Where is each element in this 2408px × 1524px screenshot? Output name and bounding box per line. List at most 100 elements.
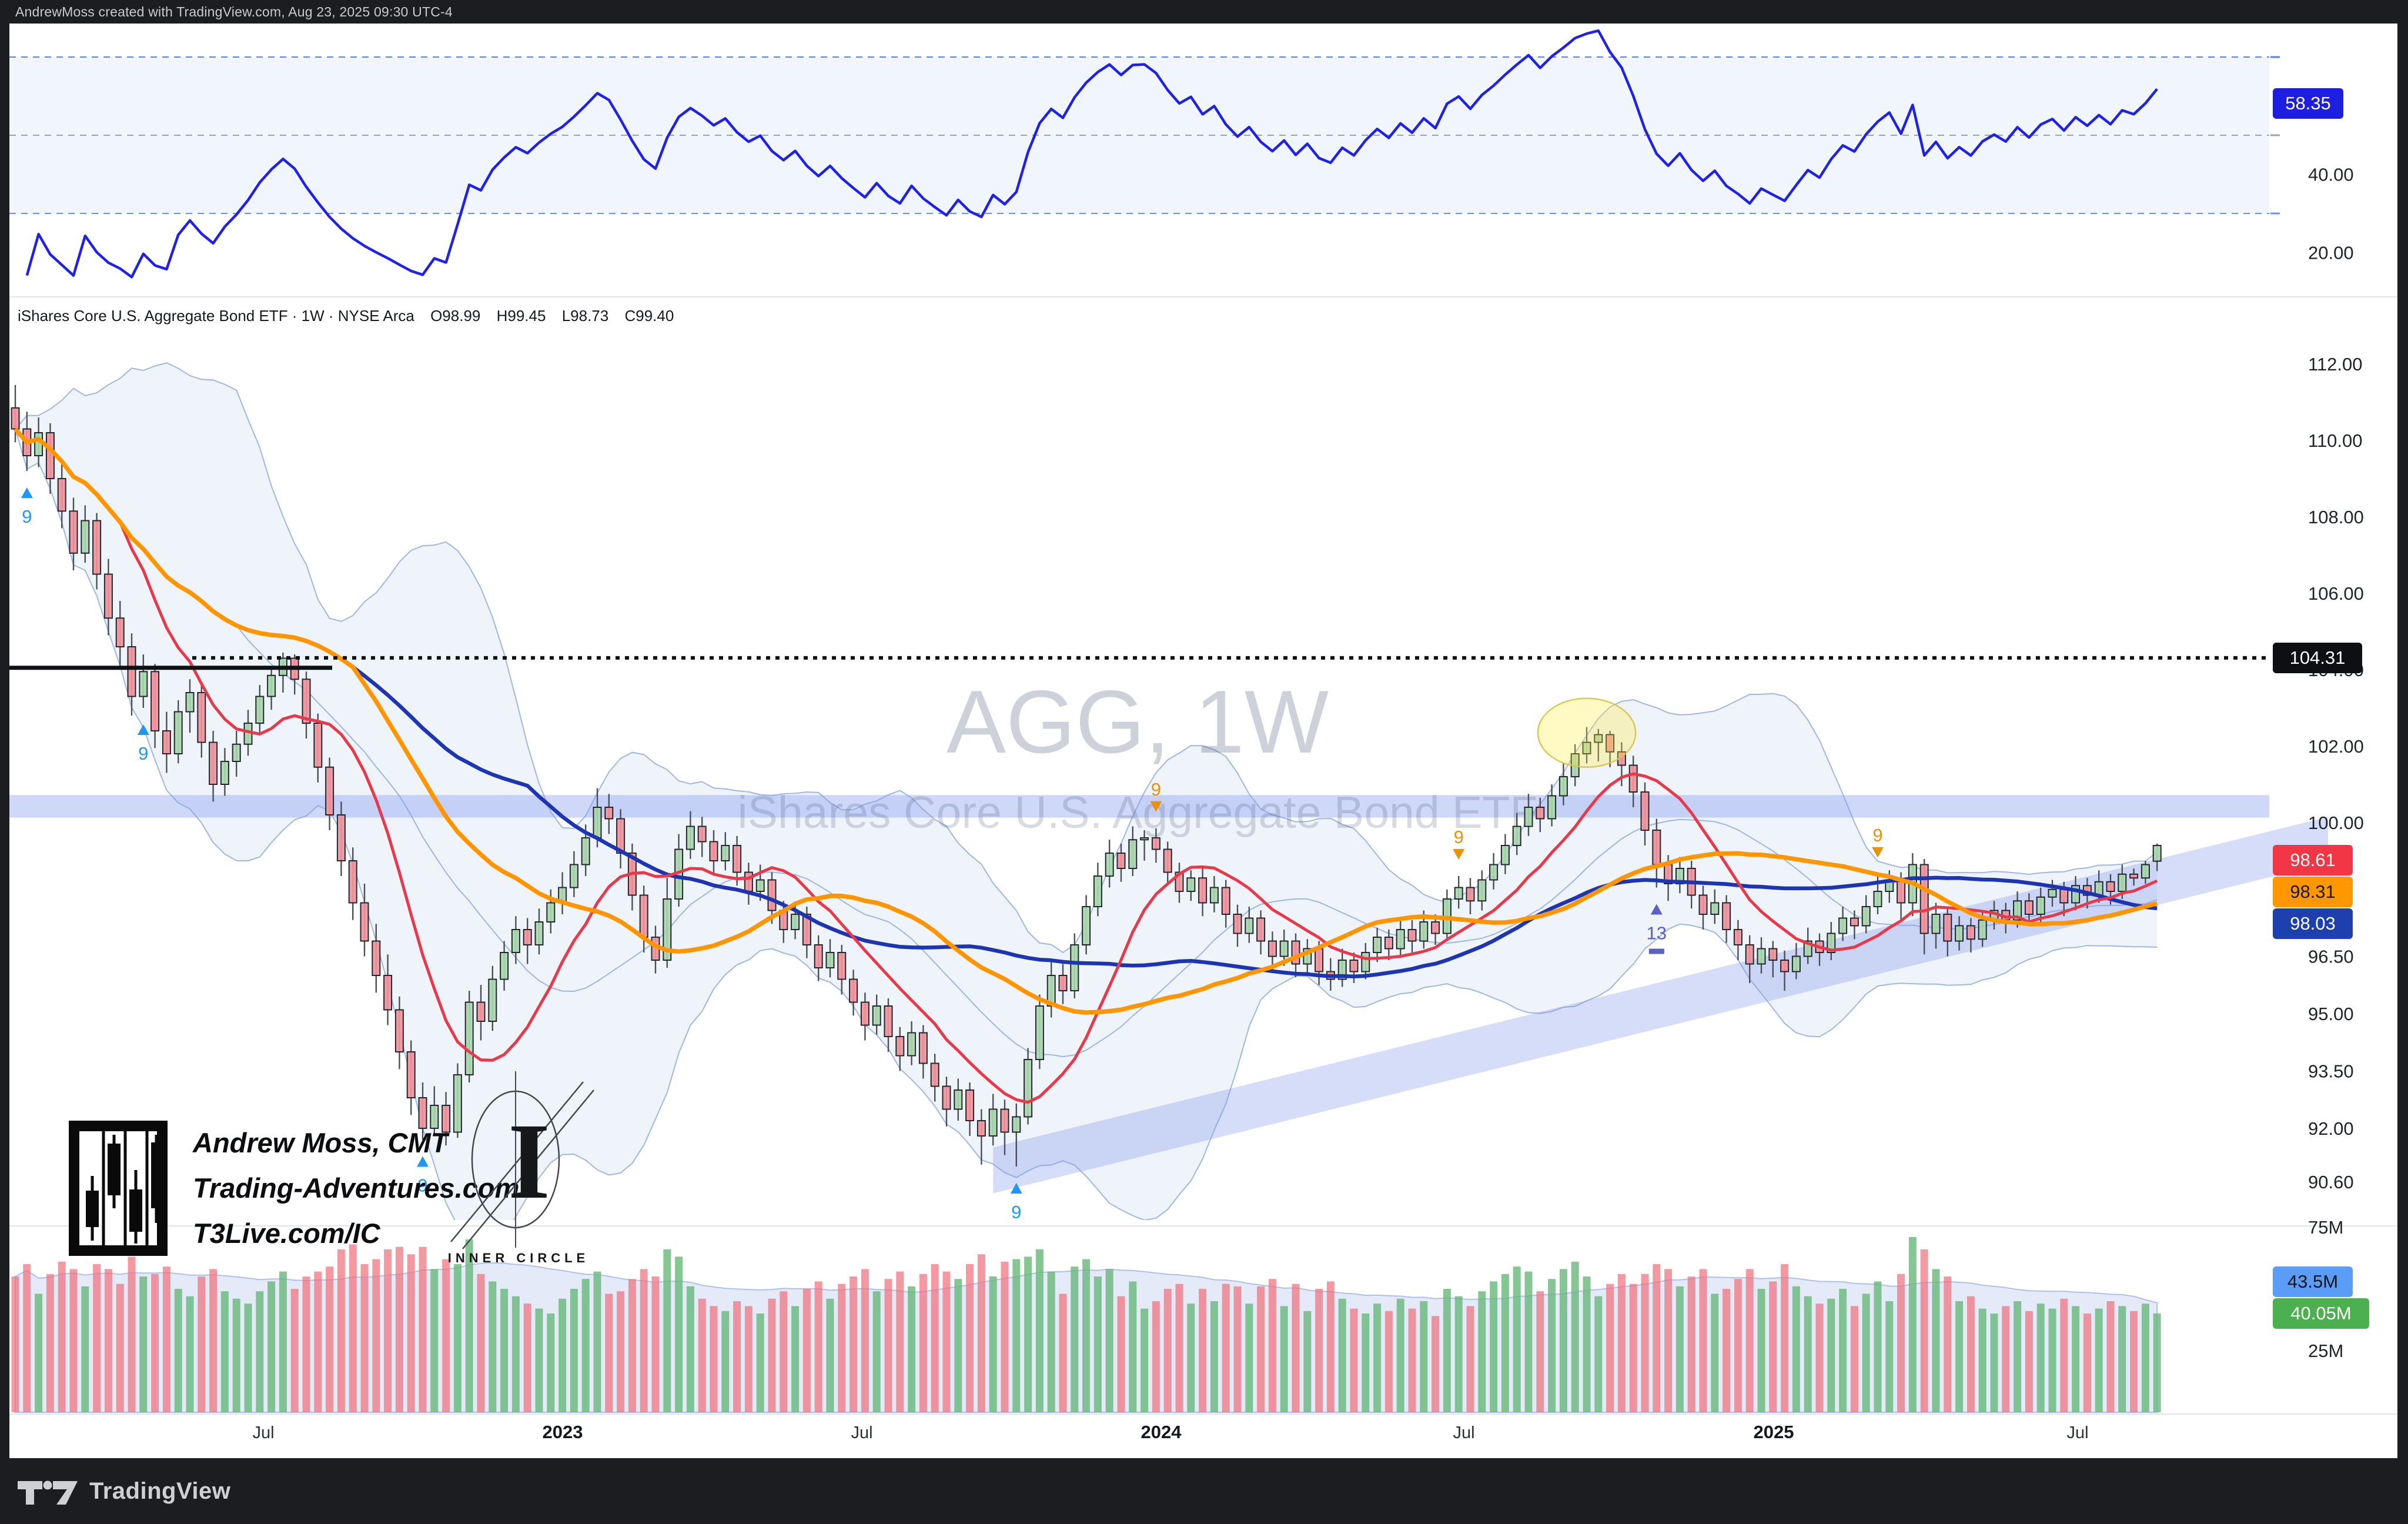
volume-bar xyxy=(2048,1308,2056,1412)
candle-body xyxy=(791,914,800,930)
volume-bar xyxy=(1047,1271,1055,1412)
author-t3: T3Live.com/IC xyxy=(193,1218,380,1249)
footer-bar: TradingView xyxy=(0,1458,2408,1524)
bollinger-basis xyxy=(15,428,2158,1058)
price-scale-label: 108.00 xyxy=(2308,507,2364,527)
time-axis-label[interactable]: Jul xyxy=(252,1423,274,1442)
candle-body xyxy=(976,1120,986,1137)
candle-body xyxy=(418,1097,427,1129)
candle-body xyxy=(173,711,183,754)
tradingview-wordmark: TradingView xyxy=(89,1478,231,1504)
time-axis-label[interactable]: 2023 xyxy=(543,1422,583,1442)
volume-scale-label: 25M xyxy=(2308,1341,2343,1361)
candle-body xyxy=(685,825,695,850)
volume-bar xyxy=(1420,1301,1428,1412)
volume-bar xyxy=(442,1259,450,1412)
time-axis-label[interactable]: Jul xyxy=(851,1423,872,1442)
volume-bar xyxy=(1792,1286,1800,1412)
volume-bar xyxy=(1711,1294,1719,1412)
candle-body xyxy=(1780,960,1790,972)
volume-bar xyxy=(1024,1256,1032,1412)
candle-body xyxy=(1024,1059,1033,1118)
volume-bar xyxy=(954,1279,962,1412)
candle-body xyxy=(1012,1116,1021,1133)
candle-body xyxy=(1489,864,1499,881)
volume-bar xyxy=(69,1269,78,1412)
candle-body xyxy=(1035,1005,1044,1060)
volume-bar xyxy=(908,1286,916,1412)
candle-body xyxy=(1431,921,1440,934)
volume-bar xyxy=(232,1298,240,1412)
candle-body xyxy=(2152,845,2162,862)
symbol-legend[interactable]: iShares Core U.S. Aggregate Bond ETF · 1… xyxy=(18,307,674,325)
candle-body xyxy=(1850,917,1859,927)
volume-bar xyxy=(931,1264,939,1412)
candle-body xyxy=(1558,776,1568,797)
volume-bar xyxy=(314,1271,322,1412)
frame-right xyxy=(2397,24,2408,1458)
tradingview-logo[interactable]: TradingView xyxy=(18,1478,230,1505)
time-axis-label[interactable]: 2025 xyxy=(1754,1422,1794,1442)
candle-body xyxy=(1396,929,1405,950)
volume-bar xyxy=(1897,1274,1905,1412)
volume-value-badge: 40.05M xyxy=(2273,1298,2369,1329)
candle-body xyxy=(243,723,253,745)
bollinger-lower xyxy=(15,429,2158,1220)
volume-bar xyxy=(1734,1279,1742,1412)
volume-bar xyxy=(1687,1276,1695,1412)
volume-bar xyxy=(1536,1291,1544,1412)
candle-body xyxy=(918,1032,928,1064)
candle-body xyxy=(1861,906,1871,927)
candle-body xyxy=(988,1108,998,1137)
volume-bar xyxy=(1035,1249,1044,1412)
candle-body xyxy=(2036,896,2045,915)
candle-body xyxy=(1628,764,1638,793)
candlestick-piano-icon xyxy=(69,1121,168,1256)
volume-bar xyxy=(1874,1281,1882,1412)
volume-bar xyxy=(1490,1281,1498,1412)
marker-label: 9 xyxy=(1454,827,1464,847)
volume-bar xyxy=(1175,1284,1183,1412)
marker-td-sell-setup: 9 xyxy=(1453,827,1465,860)
volume-bar xyxy=(1885,1301,1894,1412)
volume-bar xyxy=(1745,1269,1754,1412)
volume-bar xyxy=(942,1271,951,1412)
marker-arrow-up-icon xyxy=(21,487,33,498)
candle-body xyxy=(1000,1108,1009,1133)
volume-bar xyxy=(802,1289,811,1412)
volume-bar xyxy=(1594,1296,1603,1412)
price-scale-label: 92.00 xyxy=(2308,1118,2354,1139)
time-axis-label[interactable]: Jul xyxy=(2066,1423,2088,1442)
candle-body xyxy=(2059,888,2069,904)
volume-bar xyxy=(570,1289,578,1412)
candle-body xyxy=(1722,902,1731,930)
candle-body xyxy=(546,902,556,923)
volume-bar xyxy=(1443,1289,1451,1412)
candle-body xyxy=(209,741,218,785)
candle-body xyxy=(1827,933,1836,953)
candle-body xyxy=(1315,948,1324,972)
volume-bar xyxy=(721,1311,730,1412)
candle-body xyxy=(500,952,509,980)
rsi-scale-label: 20.00 xyxy=(2308,243,2354,263)
volume-bar xyxy=(1955,1301,1964,1412)
volume-bar xyxy=(581,1279,590,1412)
candle-body xyxy=(744,871,753,892)
volume-bar xyxy=(1326,1281,1335,1412)
volume-bar xyxy=(663,1249,671,1412)
volume-bar xyxy=(2118,1306,2126,1412)
legend-symbol-info: iShares Core U.S. Aggregate Bond ETF · 1… xyxy=(18,307,414,325)
candle-body xyxy=(220,761,229,785)
volume-bar xyxy=(1292,1284,1300,1412)
volume-bar xyxy=(1059,1294,1067,1412)
candle-body xyxy=(1373,937,1382,953)
candle-body xyxy=(185,692,195,713)
candle-body xyxy=(1524,807,1533,827)
candle-body xyxy=(453,1074,462,1133)
resistance-zone xyxy=(9,795,2269,818)
marker-td-buy-setup: 9 xyxy=(1010,1183,1022,1222)
volume-bar xyxy=(1990,1314,1998,1412)
time-axis-label[interactable]: Jul xyxy=(1453,1423,1474,1442)
time-axis-label[interactable]: 2024 xyxy=(1141,1422,1182,1442)
